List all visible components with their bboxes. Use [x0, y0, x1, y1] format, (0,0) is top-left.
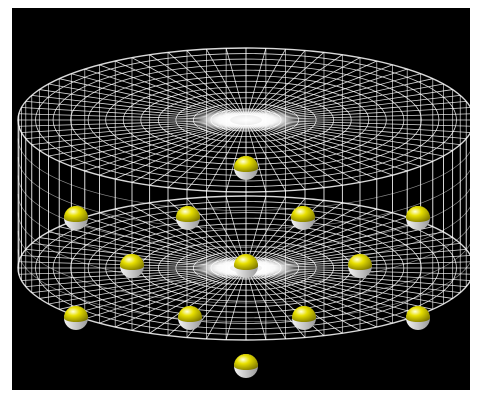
- sphere: [234, 254, 258, 278]
- sphere: [176, 206, 200, 230]
- sphere: [64, 306, 88, 330]
- sphere: [234, 354, 258, 378]
- bottom-disc-ring: [35, 201, 457, 335]
- wireframe-grid: [17, 47, 475, 341]
- bottom-disc-ring: [192, 250, 300, 286]
- sphere: [178, 306, 202, 330]
- sphere: [348, 254, 372, 278]
- bottom-disc-ring: [17, 195, 475, 341]
- bottom-disc-ring: [70, 212, 422, 324]
- bottom-disc-ring: [157, 239, 335, 297]
- bottom-disc-ring: [87, 217, 405, 319]
- bottom-disc-ring: [52, 206, 440, 330]
- top-disc-ring: [140, 86, 352, 154]
- sphere: [120, 254, 144, 278]
- sphere: [64, 206, 88, 230]
- sphere: [234, 156, 258, 180]
- top-disc-ring: [35, 53, 457, 187]
- sphere: [291, 206, 315, 230]
- sphere: [292, 306, 316, 330]
- top-hub-glow: [198, 108, 294, 132]
- top-disc-ring: [175, 97, 317, 143]
- bottom-disc-ring: [175, 245, 317, 291]
- top-disc-ring: [157, 91, 335, 149]
- top-disc-ring: [192, 102, 300, 138]
- top-disc-ring: [52, 58, 440, 182]
- black-background: [12, 8, 470, 390]
- bottom-disc-ring: [105, 223, 387, 313]
- top-disc-ring: [17, 47, 475, 193]
- sphere: [406, 306, 430, 330]
- spheres: [64, 156, 430, 378]
- sphere: [406, 206, 430, 230]
